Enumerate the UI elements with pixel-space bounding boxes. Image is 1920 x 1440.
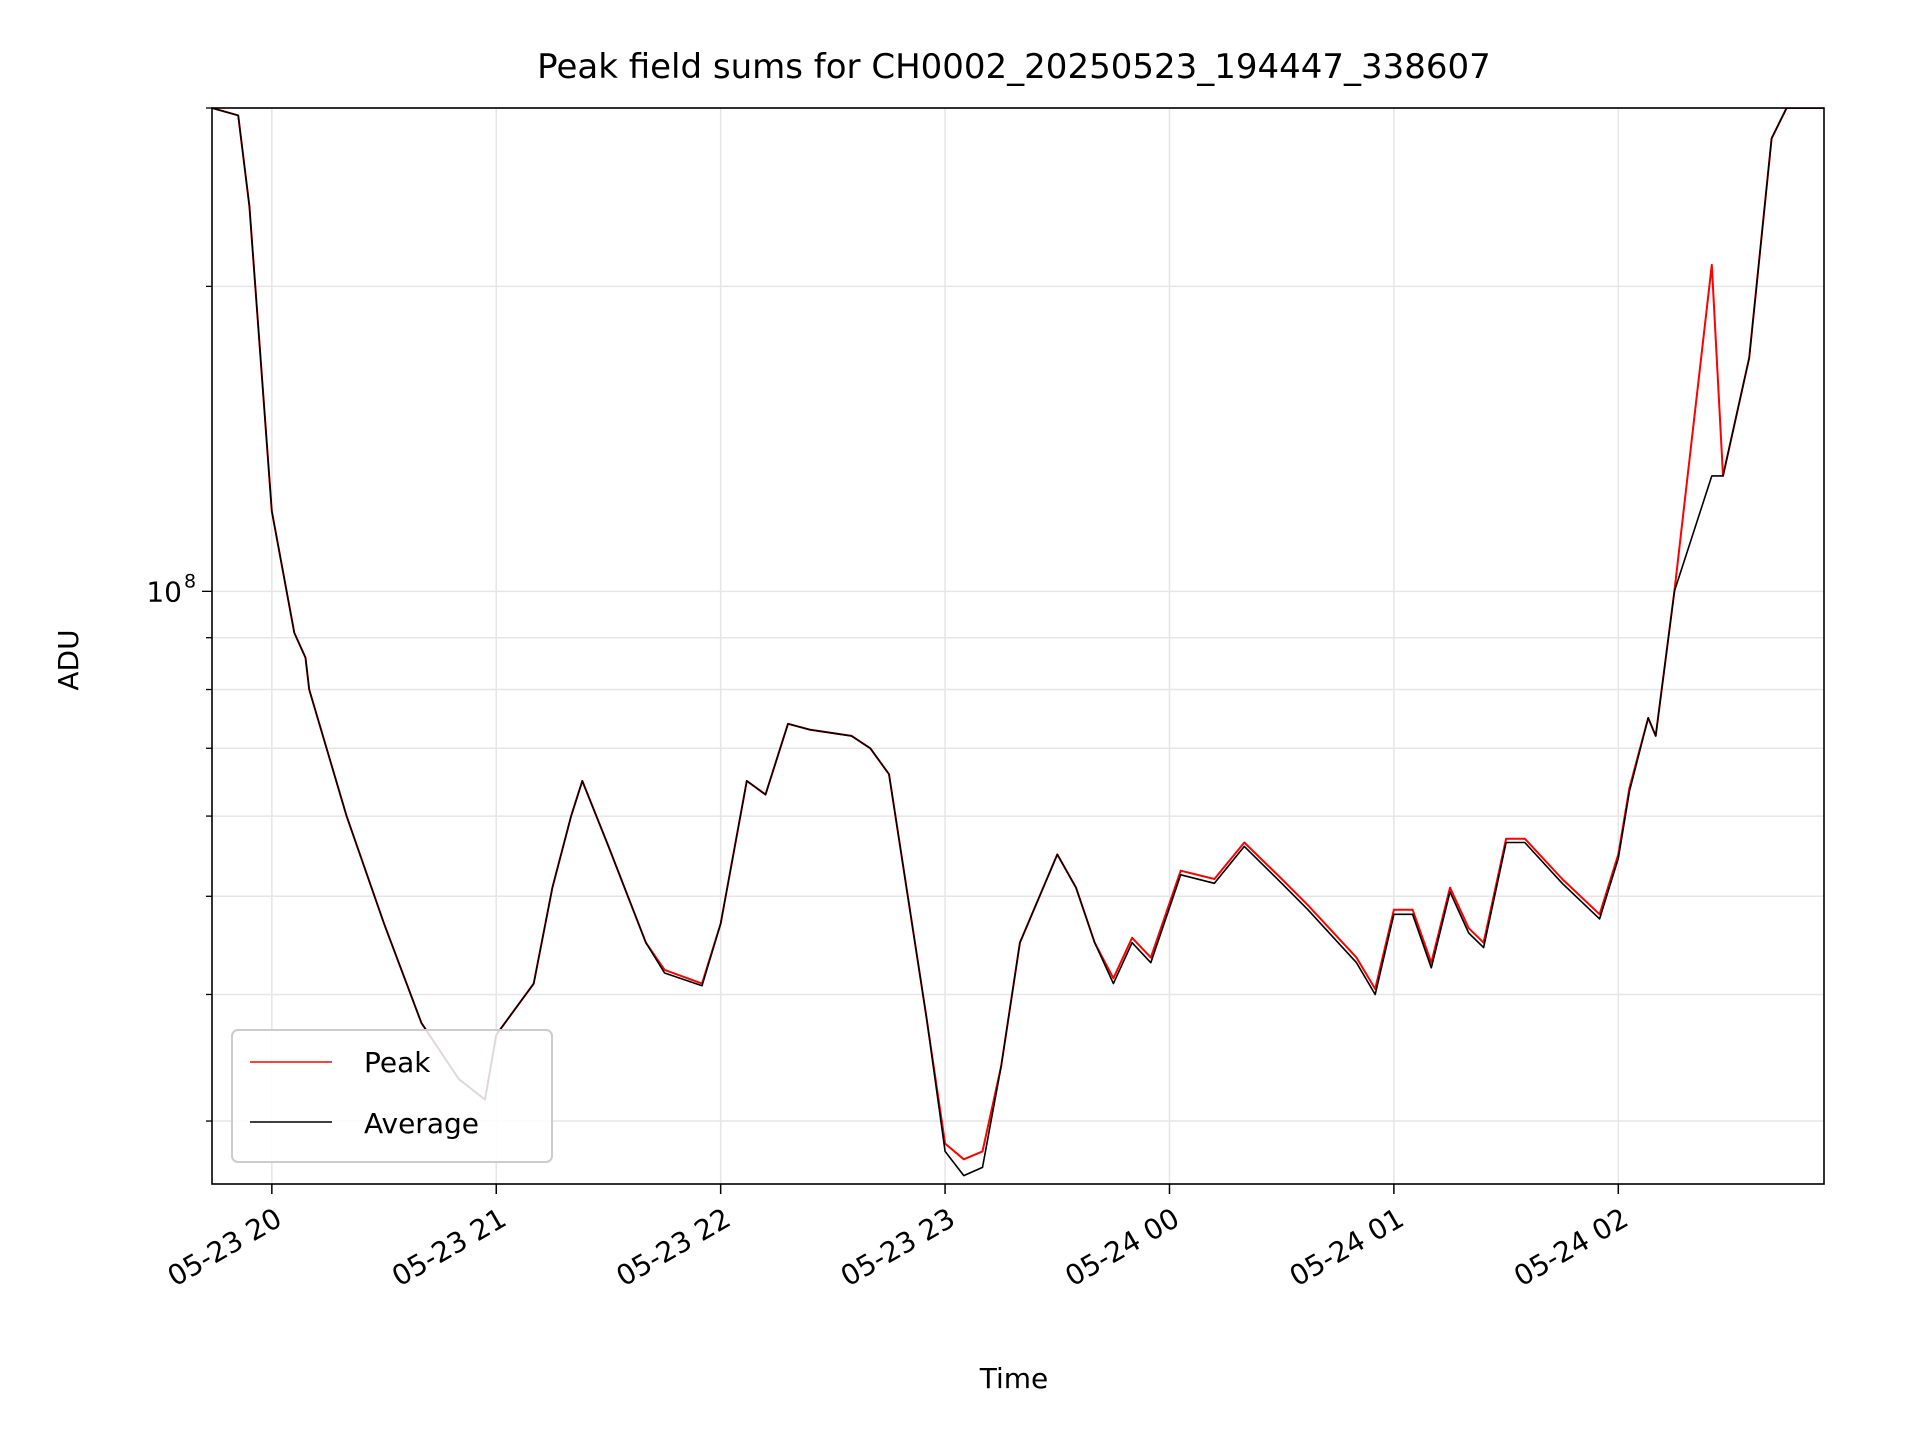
legend-box [231, 1029, 553, 1163]
y-tick-label-exponent: 8 [184, 570, 196, 592]
chart-title: Peak field sums for CH0002_20250523_1944… [537, 47, 1491, 87]
legend: Peak Average [231, 1029, 553, 1163]
x-axis-label: Time [979, 1362, 1049, 1395]
plot-frame [211, 107, 1825, 1185]
legend-label-peak: Peak [364, 1046, 431, 1079]
y-axis-label: ADU [52, 629, 85, 690]
legend-label-average: Average [364, 1107, 479, 1140]
y-tick-label: 10 [146, 575, 182, 608]
